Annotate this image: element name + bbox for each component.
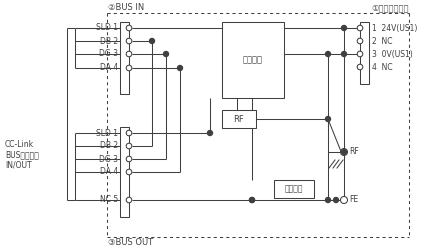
Text: 4  NC: 4 NC	[372, 62, 393, 72]
Text: NC 5: NC 5	[100, 196, 118, 205]
Bar	[120, 22, 129, 94]
Bar	[360, 22, 369, 84]
Circle shape	[342, 25, 346, 30]
Circle shape	[126, 65, 132, 71]
Circle shape	[126, 156, 132, 162]
Circle shape	[126, 25, 132, 31]
Text: DA 4: DA 4	[100, 64, 118, 73]
Circle shape	[342, 51, 346, 56]
Bar	[222, 110, 256, 128]
Circle shape	[126, 169, 132, 175]
Text: CC-Link
BUSコネクタ
IN/OUT: CC-Link BUSコネクタ IN/OUT	[5, 140, 39, 170]
Circle shape	[357, 38, 363, 44]
Text: RF: RF	[349, 147, 359, 156]
Circle shape	[250, 198, 254, 203]
Circle shape	[126, 143, 132, 149]
Text: ①電源コネクタ: ①電源コネクタ	[372, 3, 409, 12]
Circle shape	[250, 198, 254, 203]
Circle shape	[178, 66, 182, 71]
Text: RF: RF	[234, 114, 245, 123]
Text: 2  NC: 2 NC	[372, 37, 393, 46]
Circle shape	[126, 197, 132, 203]
Text: DA 4: DA 4	[100, 168, 118, 176]
Circle shape	[334, 198, 339, 203]
Text: SLD 1: SLD 1	[96, 23, 118, 33]
Bar	[222, 22, 284, 98]
Text: ③BUS OUT: ③BUS OUT	[108, 238, 153, 247]
Circle shape	[357, 51, 363, 57]
Circle shape	[340, 148, 347, 155]
Text: DB 2: DB 2	[100, 142, 118, 150]
Bar	[120, 127, 129, 217]
Text: DG 3: DG 3	[99, 154, 118, 164]
Circle shape	[126, 51, 132, 57]
Circle shape	[207, 131, 213, 136]
Circle shape	[325, 51, 330, 56]
Circle shape	[126, 38, 132, 44]
Circle shape	[357, 64, 363, 70]
Circle shape	[126, 130, 132, 136]
Circle shape	[357, 25, 363, 31]
Text: DG 3: DG 3	[99, 49, 118, 58]
Circle shape	[149, 39, 155, 44]
Circle shape	[163, 51, 168, 56]
Circle shape	[340, 197, 347, 204]
Circle shape	[325, 198, 330, 203]
Bar	[274, 180, 314, 198]
Text: 1  24V(US1): 1 24V(US1)	[372, 23, 417, 33]
Text: DB 2: DB 2	[100, 37, 118, 46]
Text: 3  0V(US1): 3 0V(US1)	[372, 49, 413, 58]
Circle shape	[342, 149, 346, 154]
Circle shape	[325, 116, 330, 121]
Text: ②BUS IN: ②BUS IN	[108, 3, 144, 12]
Text: FE: FE	[349, 196, 358, 205]
Text: フィルタ: フィルタ	[285, 184, 303, 194]
Text: 内部回路: 内部回路	[243, 55, 263, 65]
Text: SLD 1: SLD 1	[96, 129, 118, 138]
